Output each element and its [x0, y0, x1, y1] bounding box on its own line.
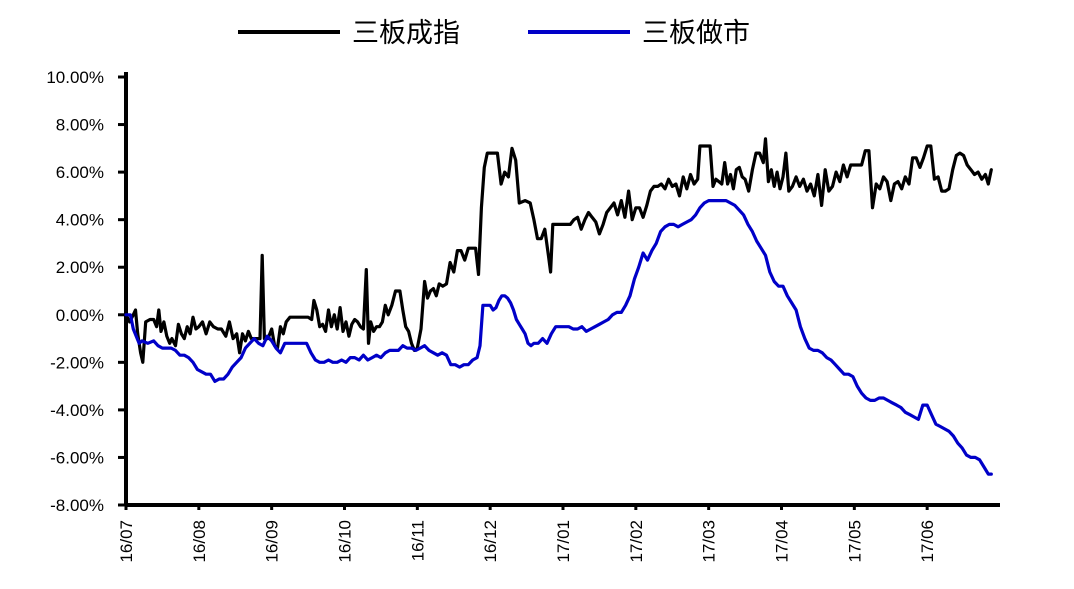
y-tick-label: -2.00%: [50, 353, 104, 372]
legend-label-series-2: 三板做市: [642, 18, 750, 49]
x-tick-label: 17/01: [554, 520, 573, 563]
x-tick-label: 17/04: [773, 520, 792, 563]
x-tick-label: 16/11: [408, 520, 427, 561]
legend-label-series-1: 三板成指: [352, 18, 460, 49]
y-tick-label: 2.00%: [56, 258, 104, 277]
y-tick-label: 0.00%: [56, 306, 104, 325]
x-tick-label: 17/06: [918, 520, 937, 563]
x-tick-label: 16/07: [117, 520, 136, 563]
x-tick-label: 16/09: [263, 520, 282, 563]
y-tick-label: 6.00%: [56, 163, 104, 182]
y-tick-label: 10.00%: [46, 68, 104, 87]
series-group: [124, 137, 993, 476]
y-tick-label: 4.00%: [56, 211, 104, 230]
x-tick-label: 17/05: [845, 520, 864, 563]
axes: 10.00% 8.00% 6.00% 4.00% 2.00% 0.00% -2.00% -4.…: [46, 68, 1000, 563]
x-tick-label: 17/02: [627, 520, 646, 563]
series-line-2: [124, 199, 993, 476]
y-tick-label: 8.00%: [56, 116, 104, 135]
y-tick-label: -4.00%: [50, 401, 104, 420]
x-tick-label: 16/08: [190, 520, 209, 563]
legend: 三板成指 三板做市: [238, 18, 750, 49]
x-tick-label: 16/12: [481, 520, 500, 563]
y-tick-label: -6.00%: [50, 448, 104, 467]
x-tick-label: 16/10: [336, 520, 355, 563]
y-tick-label: -8.00%: [50, 496, 104, 515]
series-line-1: [124, 137, 993, 364]
x-tick-label: 17/03: [700, 520, 719, 563]
